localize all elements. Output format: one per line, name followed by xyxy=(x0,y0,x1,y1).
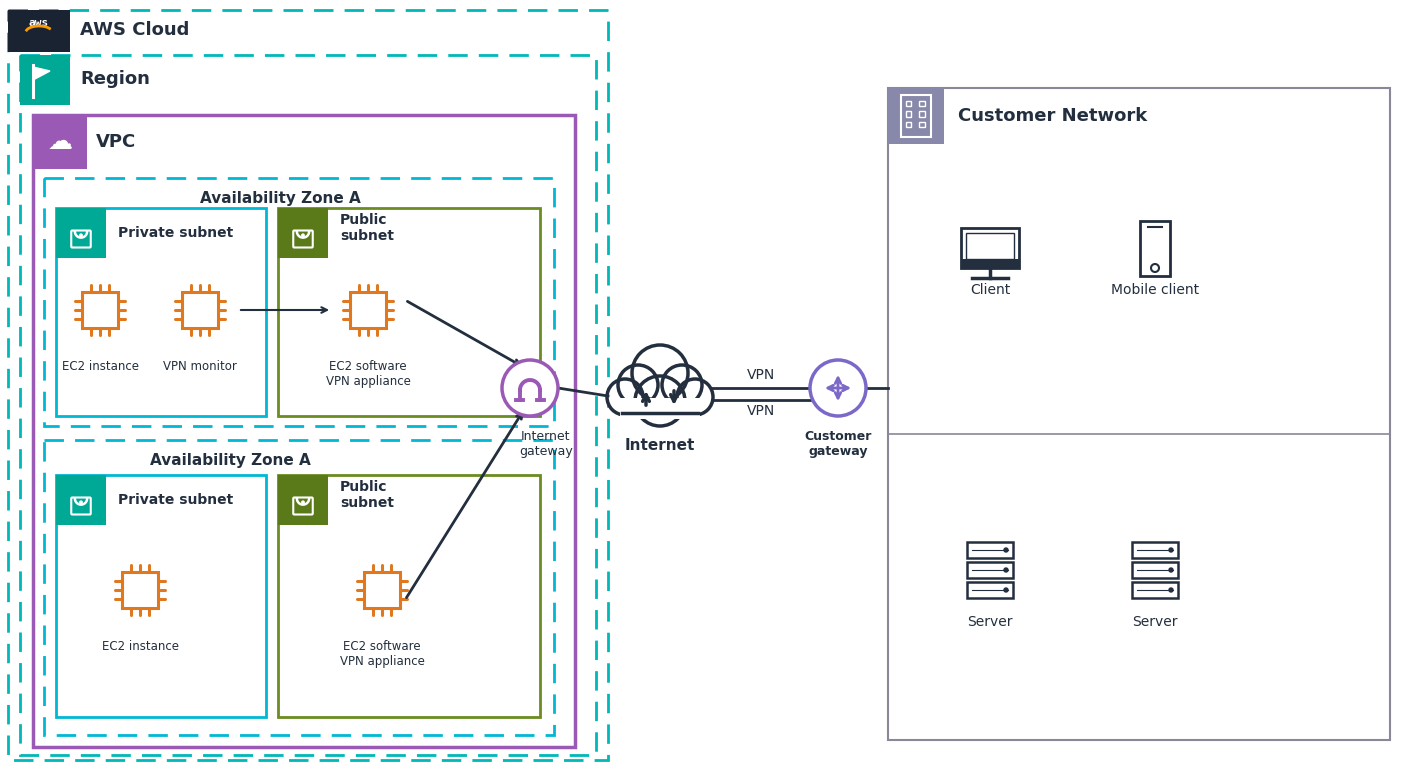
Text: ☁: ☁ xyxy=(48,130,73,154)
Circle shape xyxy=(1168,588,1173,592)
Text: Customer Network: Customer Network xyxy=(957,107,1147,125)
Circle shape xyxy=(1004,548,1008,552)
Text: Internet
gateway: Internet gateway xyxy=(519,430,572,458)
FancyBboxPatch shape xyxy=(278,208,540,416)
Text: Availability Zone A: Availability Zone A xyxy=(149,452,311,468)
Text: Public
subnet: Public subnet xyxy=(340,480,394,510)
FancyBboxPatch shape xyxy=(278,475,540,717)
Text: Private subnet: Private subnet xyxy=(118,493,233,507)
FancyBboxPatch shape xyxy=(181,292,218,328)
FancyBboxPatch shape xyxy=(1140,221,1170,276)
Circle shape xyxy=(678,379,713,415)
Text: Internet: Internet xyxy=(624,438,695,453)
Text: EC2 software
VPN appliance: EC2 software VPN appliance xyxy=(340,640,425,668)
Circle shape xyxy=(80,501,82,504)
FancyBboxPatch shape xyxy=(56,475,105,525)
FancyBboxPatch shape xyxy=(278,475,328,525)
FancyBboxPatch shape xyxy=(967,562,1012,578)
Text: AWS Cloud: AWS Cloud xyxy=(80,21,190,39)
FancyBboxPatch shape xyxy=(20,55,70,105)
Text: Public
subnet: Public subnet xyxy=(340,213,394,243)
FancyBboxPatch shape xyxy=(122,572,157,608)
Text: aws: aws xyxy=(30,18,49,28)
Polygon shape xyxy=(32,67,51,80)
Circle shape xyxy=(302,234,304,237)
FancyBboxPatch shape xyxy=(56,208,105,258)
FancyBboxPatch shape xyxy=(1132,542,1178,558)
FancyBboxPatch shape xyxy=(967,582,1012,598)
Circle shape xyxy=(1004,588,1008,592)
Circle shape xyxy=(1168,568,1173,572)
FancyBboxPatch shape xyxy=(621,393,697,412)
Circle shape xyxy=(80,234,82,237)
Circle shape xyxy=(633,345,688,401)
FancyBboxPatch shape xyxy=(960,259,1019,268)
Text: Private subnet: Private subnet xyxy=(118,226,233,240)
Text: Region: Region xyxy=(80,70,150,88)
FancyBboxPatch shape xyxy=(967,542,1012,558)
Circle shape xyxy=(502,360,558,416)
FancyBboxPatch shape xyxy=(56,208,266,416)
Circle shape xyxy=(662,365,702,405)
FancyBboxPatch shape xyxy=(278,208,328,258)
Text: Client: Client xyxy=(970,283,1010,297)
Text: Mobile client: Mobile client xyxy=(1111,283,1199,297)
Circle shape xyxy=(810,360,866,416)
Text: Server: Server xyxy=(1132,615,1178,629)
FancyBboxPatch shape xyxy=(620,398,700,419)
Text: VPC: VPC xyxy=(96,133,136,151)
Text: VPN: VPN xyxy=(747,368,775,382)
FancyBboxPatch shape xyxy=(889,88,1391,740)
Circle shape xyxy=(302,501,304,504)
Text: EC2 software
VPN appliance: EC2 software VPN appliance xyxy=(326,360,411,388)
Text: VPN: VPN xyxy=(747,404,775,418)
Text: EC2 instance: EC2 instance xyxy=(101,640,179,653)
FancyBboxPatch shape xyxy=(1132,582,1178,598)
FancyBboxPatch shape xyxy=(350,292,387,328)
FancyBboxPatch shape xyxy=(56,475,266,717)
Circle shape xyxy=(1168,548,1173,552)
Text: Server: Server xyxy=(967,615,1012,629)
FancyBboxPatch shape xyxy=(364,572,399,608)
FancyBboxPatch shape xyxy=(966,233,1014,259)
Text: EC2 instance: EC2 instance xyxy=(62,360,139,373)
FancyBboxPatch shape xyxy=(960,228,1019,268)
FancyBboxPatch shape xyxy=(889,88,943,144)
FancyBboxPatch shape xyxy=(82,292,118,328)
Text: Availability Zone A: Availability Zone A xyxy=(200,191,360,205)
FancyBboxPatch shape xyxy=(32,115,87,169)
Text: Customer
gateway: Customer gateway xyxy=(804,430,872,458)
Text: VPN monitor: VPN monitor xyxy=(163,360,238,373)
FancyBboxPatch shape xyxy=(613,386,707,415)
FancyBboxPatch shape xyxy=(1132,562,1178,578)
FancyBboxPatch shape xyxy=(8,10,70,52)
Circle shape xyxy=(607,379,643,415)
Circle shape xyxy=(636,376,685,426)
Circle shape xyxy=(619,365,658,405)
Circle shape xyxy=(1004,568,1008,572)
